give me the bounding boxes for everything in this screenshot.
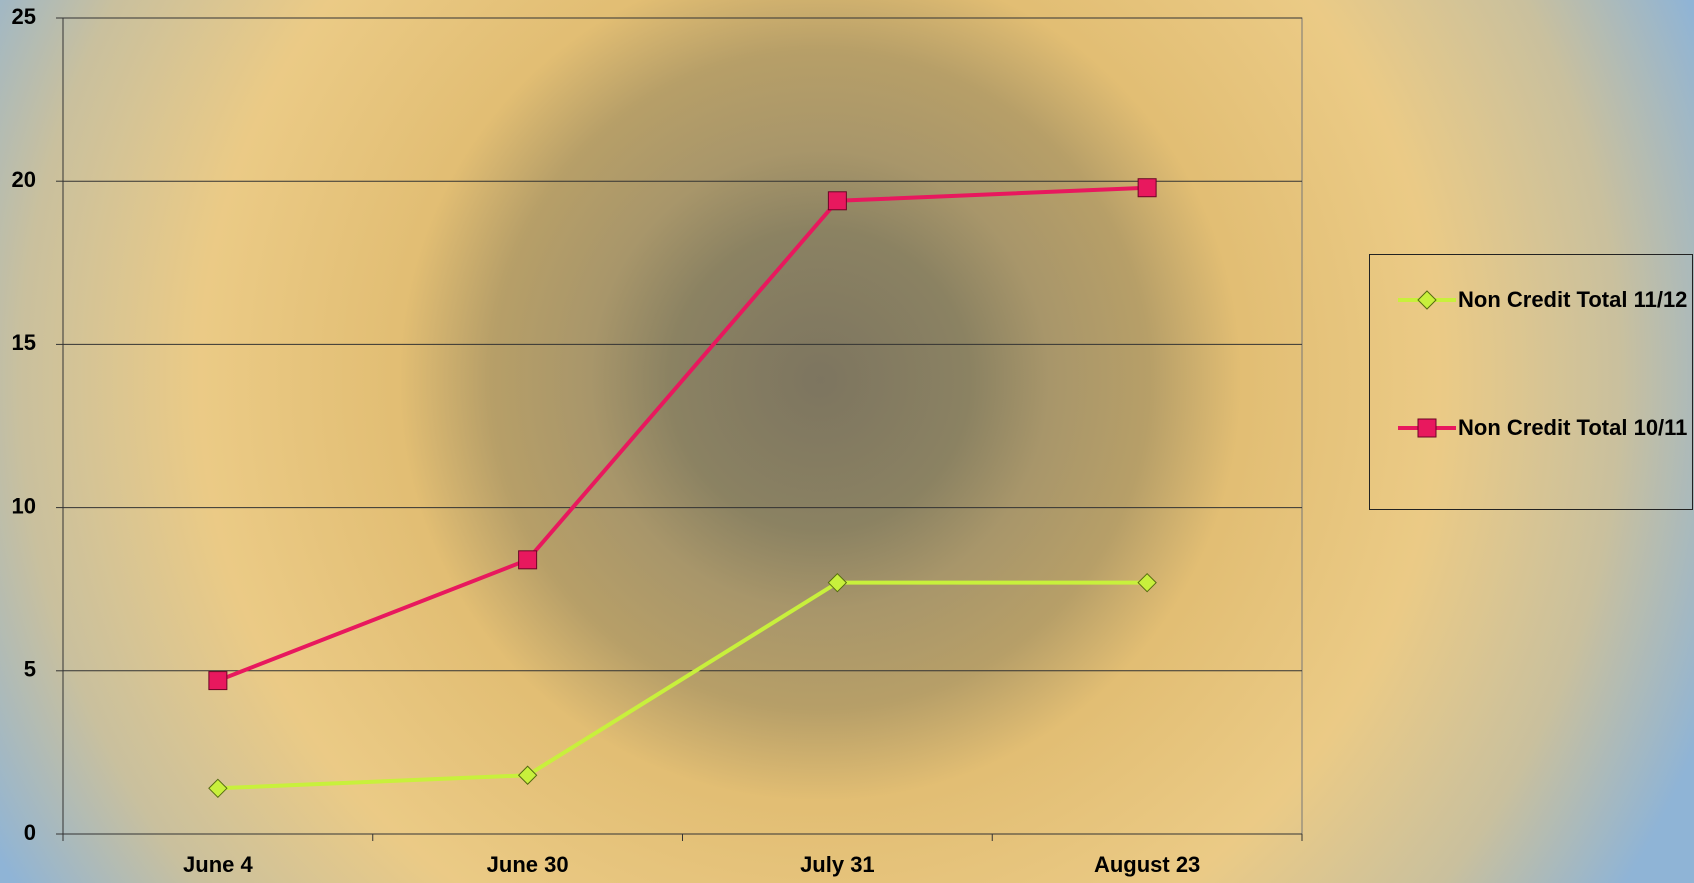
y-tick-label: 15 — [12, 330, 36, 355]
y-tick-label: 5 — [24, 657, 36, 682]
y-tick-label: 20 — [12, 167, 36, 192]
x-tick-label: July 31 — [800, 852, 875, 877]
legend-swatch — [1398, 418, 1456, 438]
marker — [1137, 178, 1157, 198]
marker — [208, 778, 228, 799]
marker — [518, 550, 538, 570]
marker — [517, 765, 538, 785]
x-tick-label: June 4 — [183, 852, 253, 877]
marker — [827, 191, 847, 211]
y-tick-label: 0 — [24, 820, 36, 845]
y-tick-label: 25 — [12, 4, 36, 29]
marker — [1137, 572, 1157, 593]
x-tick-label: June 30 — [487, 852, 569, 877]
legend-item: Non Credit Total 11/12 — [1370, 285, 1694, 355]
legend-label: Non Credit Total 11/12 — [1458, 287, 1688, 312]
marker — [1417, 290, 1437, 310]
legend-item: Non Credit Total 10/11 — [1370, 413, 1694, 483]
marker — [1417, 418, 1437, 438]
legend-label: Non Credit Total 10/11 — [1458, 415, 1688, 440]
legend-swatch — [1398, 290, 1456, 310]
x-tick-label: August 23 — [1094, 852, 1200, 877]
series-line — [217, 580, 1148, 791]
legend: Non Credit Total 11/12 Non Credit Total 1… — [1369, 254, 1693, 510]
marker — [827, 572, 848, 593]
y-tick-label: 10 — [12, 493, 36, 518]
plot-frame — [62, 17, 1303, 835]
series-line — [217, 185, 1148, 683]
marker — [208, 671, 228, 691]
